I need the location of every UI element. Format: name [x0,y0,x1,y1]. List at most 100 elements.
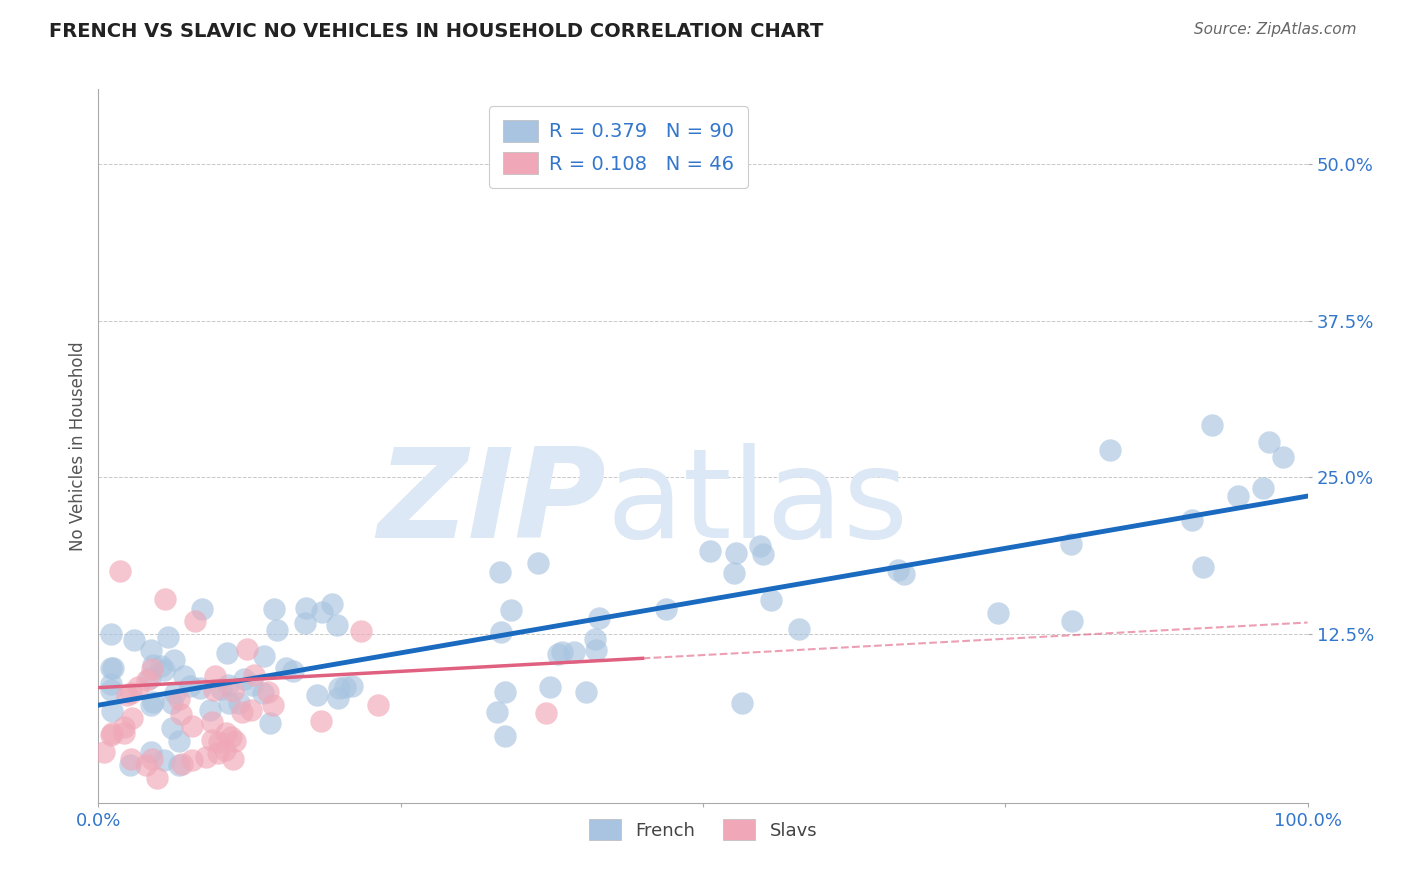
Point [139,642,162,657]
Point [100,661,122,675]
Point [135,758,157,772]
Point [547,647,569,661]
Point [749,540,772,554]
Text: Source: ZipAtlas.com: Source: ZipAtlas.com [1194,22,1357,37]
Point [120,758,142,772]
Point [893,567,915,582]
Point [654,601,676,615]
Point [309,714,332,728]
Point [142,658,165,673]
Point [93,745,115,759]
Point [101,726,124,740]
Point [1062,614,1084,628]
Point [787,622,810,636]
Point [215,646,238,660]
Point [160,721,183,735]
Point [987,607,1010,621]
Point [751,547,773,561]
Text: FRENCH VS SLAVIC NO VEHICLES IN HOUSEHOLD CORRELATION CHART: FRENCH VS SLAVIC NO VEHICLES IN HOUSEHOL… [49,22,824,41]
Point [588,611,610,625]
Point [281,664,304,678]
Point [228,696,250,710]
Point [124,632,146,647]
Point [305,689,328,703]
Point [236,641,259,656]
Point [575,685,598,699]
Text: atlas: atlas [606,442,908,564]
Point [108,564,131,578]
Point [887,563,910,577]
Point [538,680,561,694]
Point [221,730,243,744]
Point [222,683,245,698]
Point [163,652,186,666]
Point [731,697,754,711]
Point [127,680,149,694]
Point [243,668,266,682]
Point [350,624,373,639]
Point [759,592,782,607]
Point [222,752,245,766]
Point [115,689,138,703]
Point [167,692,190,706]
Point [141,698,163,712]
Point [215,725,238,739]
Point [202,683,225,698]
Legend: French, Slavs: French, Slavs [582,812,824,847]
Point [153,754,176,768]
Point [207,746,229,760]
Point [231,705,253,719]
Point [181,752,204,766]
Point [120,686,142,700]
Point [263,601,285,615]
Point [489,565,512,579]
Point [494,684,516,698]
Point [333,680,356,694]
Point [167,733,190,747]
Point [156,631,179,645]
Point [141,752,163,766]
Point [195,750,218,764]
Point [328,681,350,696]
Point [724,546,747,560]
Point [311,605,333,619]
Point [585,643,607,657]
Point [1226,489,1249,503]
Point [160,697,183,711]
Point [534,706,557,720]
Point [184,614,207,628]
Point [163,685,186,699]
Point [1060,537,1083,551]
Point [217,678,239,692]
Point [527,556,550,570]
Point [139,671,162,685]
Point [142,695,165,709]
Point [100,728,122,742]
Point [486,705,509,719]
Point [190,681,212,696]
Point [120,752,142,766]
Y-axis label: No Vehicles in Household: No Vehicles in Household [69,341,87,551]
Point [103,661,125,675]
Point [201,715,224,730]
Point [214,743,236,757]
Point [232,672,254,686]
Point [1192,559,1215,574]
Point [1181,513,1204,527]
Point [1099,443,1122,458]
Point [240,678,263,692]
Point [146,771,169,785]
Point [1272,450,1295,465]
Point [218,696,240,710]
Point [167,758,190,772]
Point [699,543,721,558]
Point [100,677,122,691]
Point [491,625,513,640]
Point [112,720,135,734]
Point [208,735,231,749]
Point [198,703,221,717]
Point [328,691,350,706]
Point [262,698,284,712]
Point [170,707,193,722]
Point [266,623,288,637]
